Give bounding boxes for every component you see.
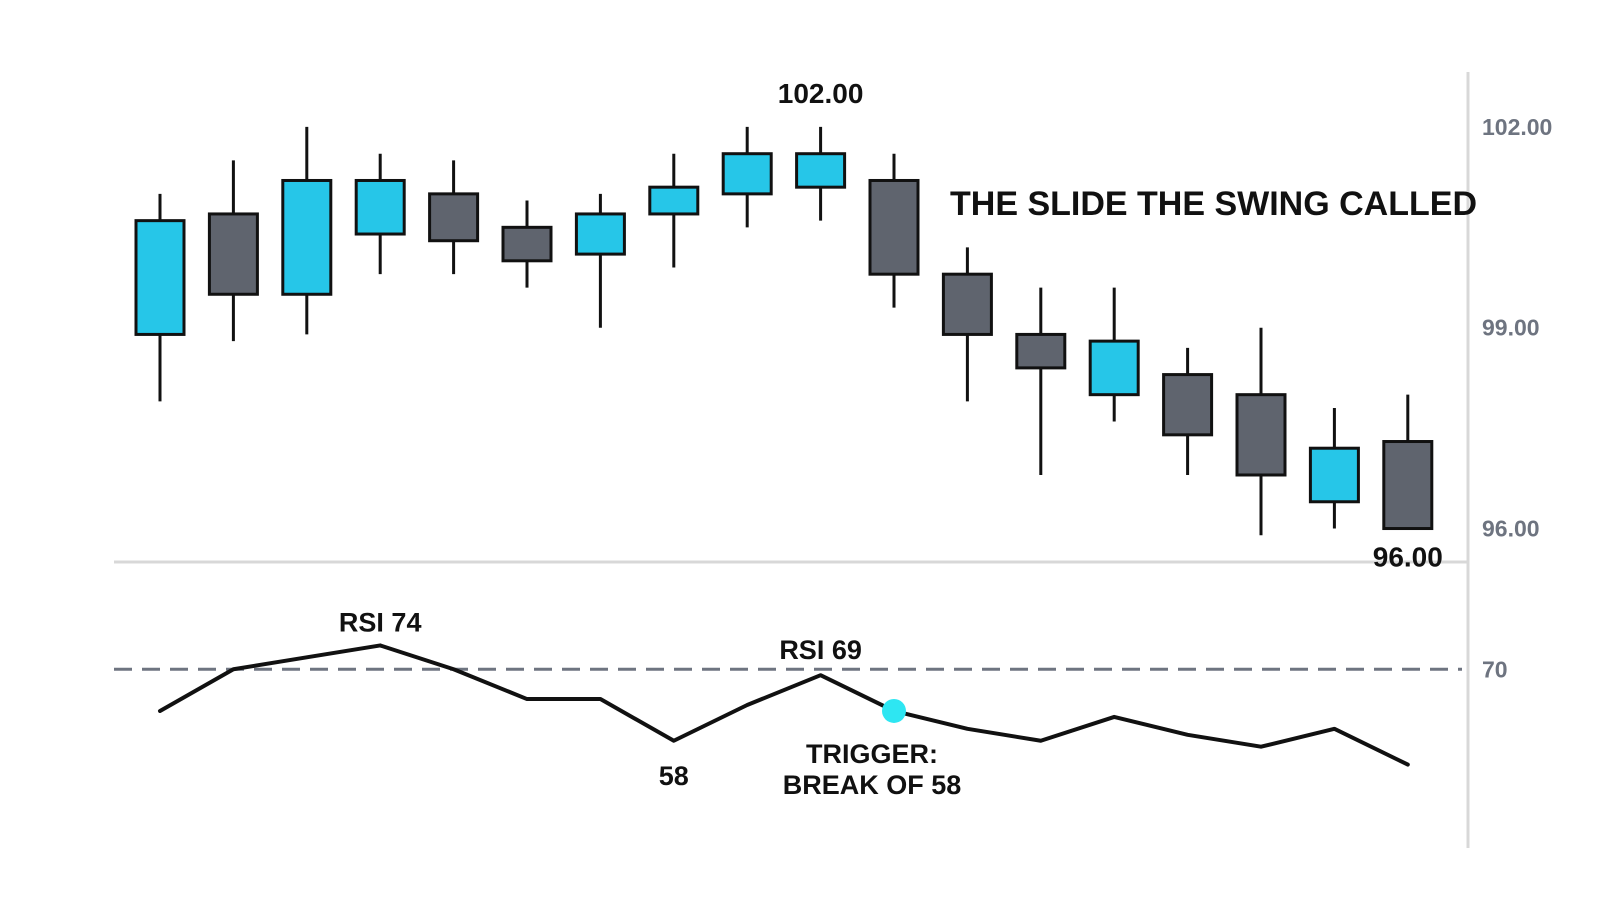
rsi-second-peak-label: RSI 69 (779, 635, 862, 665)
candle-body-bullish (795, 152, 847, 189)
price-tick-label: 96.00 (1482, 516, 1540, 542)
rsi-low-label: 58 (659, 761, 689, 791)
candle-body-bullish (354, 178, 406, 236)
candle-body-bullish (134, 219, 186, 336)
candle-body-bearish (1162, 373, 1214, 437)
candle-body-bullish (1088, 339, 1140, 397)
rsi-peak-label: RSI 74 (339, 607, 422, 637)
candle-body-bullish (281, 178, 333, 296)
candles-layer (134, 126, 1434, 536)
candle-body-bearish (1235, 393, 1287, 477)
candle-body-bullish (648, 185, 700, 216)
trigger-label-line1: TRIGGER: (806, 739, 938, 769)
price-tick-label: 102.00 (1482, 114, 1552, 140)
labels-layer: THE SLIDE THE SWING CALLED 102.00 96.00 RS… (339, 78, 1477, 800)
rsi-line (158, 643, 1410, 767)
rsi-threshold-label: 70 (1482, 656, 1508, 682)
candle-body-bearish (941, 272, 993, 336)
price-high-label: 102.00 (778, 78, 864, 109)
candle-body-bearish (1015, 332, 1067, 370)
candle-body-bearish (868, 178, 920, 276)
price-low-label: 96.00 (1373, 542, 1443, 573)
rsi-layer (114, 643, 1462, 767)
trigger-label-line2: BREAK OF 58 (783, 770, 962, 800)
axes-layer: 102.00 99.00 96.00 70 (114, 72, 1552, 848)
candle-body-bearish (1382, 440, 1434, 531)
candle-body-bearish (207, 212, 259, 296)
chart-title: THE SLIDE THE SWING CALLED (950, 185, 1477, 223)
candle-body-bullish (1308, 446, 1360, 504)
candle-body-bearish (428, 192, 480, 243)
candle-body-bullish (574, 212, 626, 256)
price-tick-label: 99.00 (1482, 315, 1540, 341)
candle-body-bullish (721, 152, 773, 196)
trigger-marker (882, 698, 906, 723)
candle-body-bearish (501, 225, 553, 263)
